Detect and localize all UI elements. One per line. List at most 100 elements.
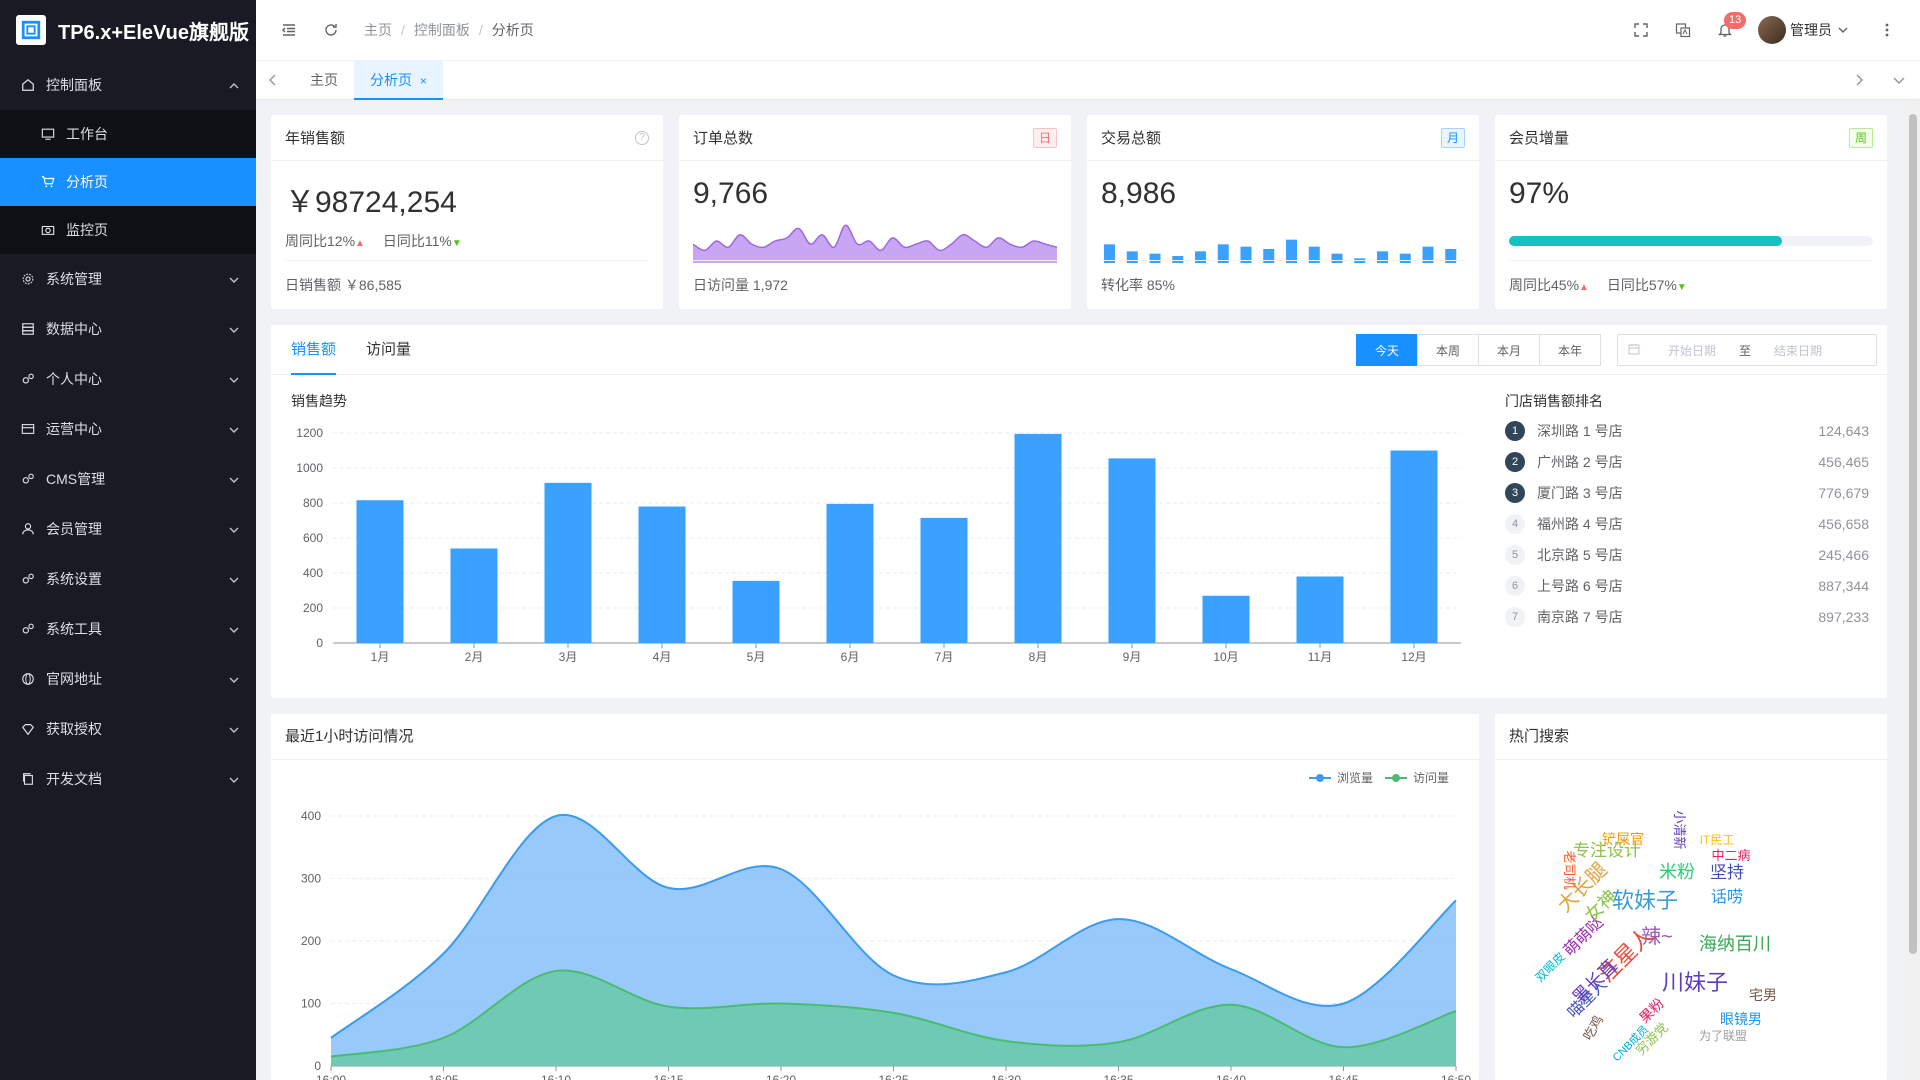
chevron-down-icon (228, 473, 240, 485)
bar[interactable] (356, 500, 404, 643)
stat-title: 订单总数 (693, 130, 754, 147)
hot-word[interactable]: 双眼皮 (1532, 949, 1567, 984)
store-name: 深圳路 1 号店 (1537, 423, 1623, 439)
sidebar-item-4[interactable]: 系统管理 (0, 254, 256, 304)
hot-word[interactable]: 软妹子 (1612, 888, 1678, 913)
range-today[interactable]: 今天 (1355, 334, 1418, 366)
bar[interactable] (544, 482, 592, 643)
stat-title: 交易总额 (1101, 130, 1162, 147)
chevron-down-icon[interactable] (1890, 71, 1908, 89)
end-date-input[interactable]: 结束日期 (1773, 343, 1822, 358)
sidebar-item-5[interactable]: 数据中心 (0, 304, 256, 354)
stat-value: 9,766 (693, 177, 769, 210)
store-name: 福州路 4 号店 (1537, 516, 1623, 532)
gears-icon (20, 621, 36, 637)
sidebar-item-label: 数据中心 (46, 321, 102, 337)
y-tick-label: 0 (314, 1059, 321, 1073)
y-tick-label: 300 (301, 872, 321, 886)
hot-word[interactable]: 坚持 (1710, 863, 1744, 882)
sidebar-item-label: 系统设置 (46, 571, 102, 587)
brand[interactable]: TP6.x+EleVue旗舰版 (0, 0, 256, 60)
hot-word[interactable]: 果粉 (1636, 995, 1667, 1026)
hot-word[interactable]: 辣~ (1641, 925, 1673, 948)
more-vertical-icon[interactable] (1878, 21, 1896, 39)
refresh-icon[interactable] (322, 21, 340, 39)
user-name[interactable]: 管理员 (1790, 22, 1832, 38)
page-scrollbar[interactable] (1906, 100, 1920, 1080)
ranking-row: 6 上号路 6 号店 887,344 (1505, 576, 1869, 596)
bar[interactable] (450, 548, 498, 644)
sidebar-item-10[interactable]: 系统设置 (0, 554, 256, 604)
fullscreen-icon[interactable] (1632, 21, 1650, 39)
ranking-row: 1 深圳路 1 号店 124,643 (1505, 421, 1869, 441)
sidebar-item-1[interactable]: 工作台 (0, 110, 256, 158)
close-icon[interactable]: × (419, 74, 427, 88)
bar[interactable] (1390, 450, 1438, 644)
language-icon[interactable] (1674, 21, 1692, 39)
bar[interactable] (826, 503, 874, 643)
date-range-picker[interactable]: 开始日期 至 结束日期 (1617, 334, 1877, 366)
hot-word[interactable]: 老司机 (1562, 850, 1577, 889)
chevron-down-icon[interactable] (1834, 21, 1852, 39)
range-week[interactable]: 本周 (1416, 334, 1479, 366)
bar[interactable] (1108, 458, 1156, 643)
hot-word[interactable]: 眼镜男 (1720, 1011, 1762, 1027)
mini-bar (1172, 256, 1184, 263)
bar[interactable] (638, 506, 686, 644)
sidebar-item-13[interactable]: 获取授权 (0, 704, 256, 754)
hot-word[interactable]: 海纳百川 (1699, 934, 1771, 954)
bar[interactable] (1296, 576, 1344, 644)
sidebar-item-7[interactable]: 运营中心 (0, 404, 256, 454)
y-tick-label: 200 (301, 934, 321, 948)
bell-icon[interactable]: 13 (1716, 12, 1747, 39)
sidebar-item-11[interactable]: 系统工具 (0, 604, 256, 654)
tabs-bar: 主页 分析页 × (256, 60, 1920, 100)
menu-fold-icon[interactable] (280, 21, 298, 39)
sidebar-item-label: 系统管理 (46, 271, 102, 287)
breadcrumb-home[interactable]: 主页 (364, 22, 392, 38)
user-icon (20, 521, 36, 537)
hot-word[interactable]: 为了联盟 (1699, 1029, 1747, 1043)
start-date-input[interactable]: 开始日期 (1667, 343, 1716, 358)
breadcrumb-dashboard[interactable]: 控制面板 (413, 22, 470, 38)
sidebar-item-14[interactable]: 开发文档 (0, 754, 256, 804)
sidebar-item-2[interactable]: 分析页 (0, 158, 256, 206)
tab-visits[interactable]: 访问量 (366, 341, 412, 358)
chevron-right-icon[interactable] (1850, 71, 1868, 89)
x-tick-label: 9月 (1123, 650, 1142, 664)
hot-word[interactable]: 米粉 (1659, 862, 1695, 882)
hot-word[interactable]: 铲屎官 (1602, 831, 1644, 847)
tab-home[interactable]: 主页 (310, 72, 338, 88)
sidebar-item-8[interactable]: CMS管理 (0, 454, 256, 504)
hot-word[interactable]: 专注设计 (1573, 841, 1641, 860)
tab-sales[interactable]: 销售额 (291, 325, 337, 375)
sidebar-item-6[interactable]: 个人中心 (0, 354, 256, 404)
question-icon[interactable]: ? (635, 130, 649, 145)
range-month[interactable]: 本月 (1477, 334, 1540, 366)
y-tick-label: 1200 (296, 426, 323, 440)
avatar[interactable] (1758, 16, 1786, 44)
app-logo-icon (16, 15, 46, 45)
chevron-left-icon[interactable] (264, 71, 282, 89)
sidebar-item-3[interactable]: 监控页 (0, 206, 256, 254)
sidebar-item-9[interactable]: 会员管理 (0, 504, 256, 554)
hot-word[interactable]: 吃鸡 (1580, 1013, 1606, 1043)
hot-word[interactable]: 话唠 (1711, 888, 1743, 906)
hot-word[interactable]: 宅男 (1749, 987, 1777, 1003)
hot-word[interactable]: 小清新 (1672, 810, 1687, 849)
diamond-icon (20, 721, 36, 737)
bar[interactable] (1202, 595, 1250, 643)
bar[interactable] (732, 580, 780, 643)
bar[interactable] (920, 517, 968, 643)
sidebar-item-0[interactable]: 控制面板 (0, 60, 256, 110)
hot-word[interactable]: IT民工 (1700, 833, 1735, 847)
tab-analysis[interactable]: 分析页 × (354, 60, 443, 100)
scrollbar-thumb[interactable] (1909, 114, 1917, 954)
word-cloud: 川妹子软妹子海纳百川辣~注星人专注设计米粉 坚持话唠大长腿萌萌哒女神黑长直喵星人眼… (1532, 810, 1777, 1064)
hot-word[interactable]: 川妹子 (1662, 970, 1728, 995)
hot-word[interactable]: 中二病 (1711, 848, 1750, 863)
sidebar-item-12[interactable]: 官网地址 (0, 654, 256, 704)
bar[interactable] (1014, 433, 1062, 643)
progress-fill (1509, 236, 1782, 246)
range-year[interactable]: 本年 (1538, 334, 1601, 366)
